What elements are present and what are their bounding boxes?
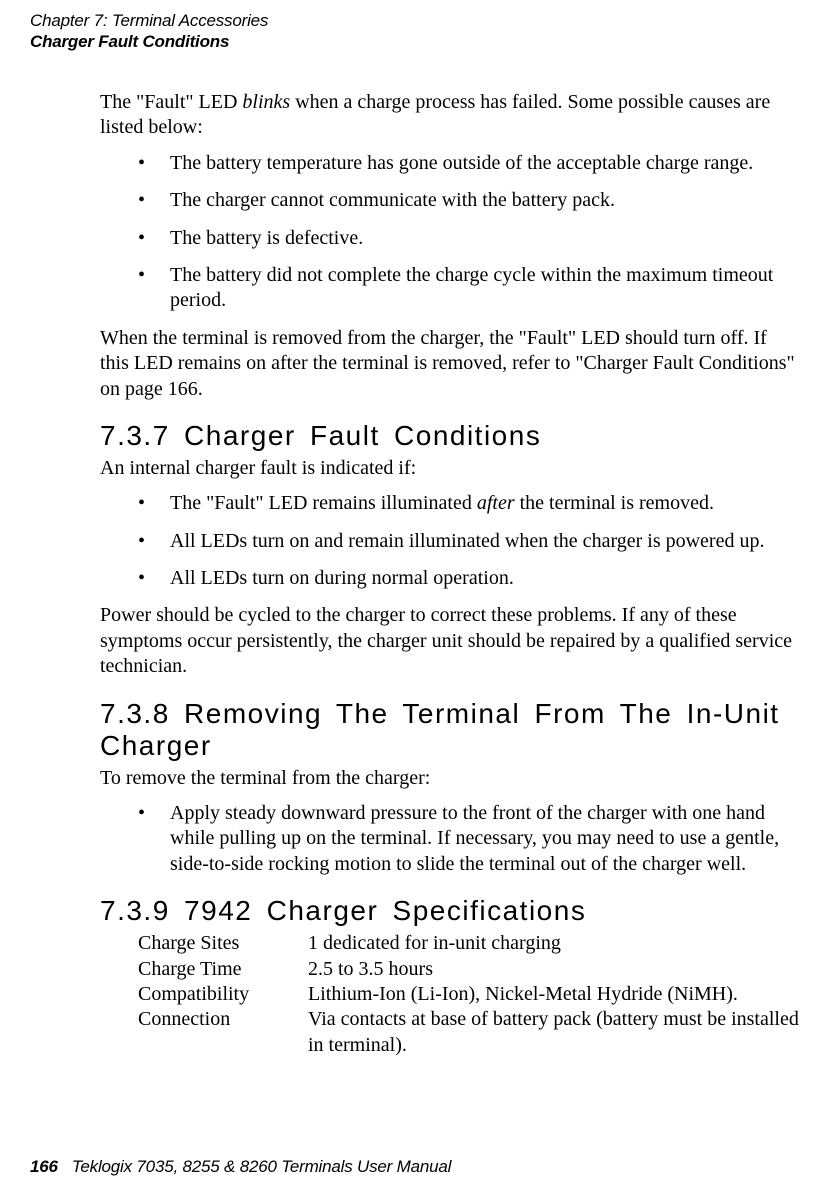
s737-bullets: The "Fault" LED remains illuminated afte… — [100, 491, 799, 591]
spec-value: Via contacts at base of battery pack (ba… — [308, 1007, 799, 1058]
spec-value: Lithium-Ion (Li-Ion), Nickel-Metal Hydri… — [308, 982, 799, 1007]
running-header: Chapter 7: Terminal Accessories Charger … — [30, 10, 268, 53]
header-chapter: Chapter 7: Terminal Accessories — [30, 10, 268, 31]
spec-table: Charge Sites 1 dedicated for in-unit cha… — [100, 931, 799, 1058]
s737-bullet-3: All LEDs turn on during normal operation… — [100, 566, 799, 591]
heading-738: 7.3.8 Removing The Terminal From The In-… — [100, 698, 799, 762]
intro-bullet-2: The charger cannot communicate with the … — [100, 188, 799, 213]
content: The "Fault" LED blinks when a charge pro… — [100, 90, 799, 1058]
intro-bullets: The battery temperature has gone outside… — [100, 151, 799, 314]
s737-b1-a: The "Fault" LED remains illuminated — [170, 492, 477, 514]
s738-bullets: Apply steady downward pressure to the fr… — [100, 801, 799, 877]
footer: 166 Teklogix 7035, 8255 & 8260 Terminals … — [30, 1157, 451, 1177]
spec-row: Compatibility Lithium-Ion (Li-Ion), Nick… — [138, 982, 799, 1007]
intro-bullet-4: The battery did not complete the charge … — [100, 263, 799, 314]
spec-label: Charge Time — [138, 957, 308, 982]
intro-bullet-3: The battery is defective. — [100, 226, 799, 251]
spec-value: 2.5 to 3.5 hours — [308, 957, 799, 982]
footer-text: Teklogix 7035, 8255 & 8260 Terminals Use… — [72, 1157, 451, 1176]
s737-bullet-2: All LEDs turn on and remain illuminated … — [100, 529, 799, 554]
s738-p1: To remove the terminal from the charger: — [100, 766, 799, 791]
header-section: Charger Fault Conditions — [30, 31, 268, 52]
s737-p1: An internal charger fault is indicated i… — [100, 456, 799, 481]
spec-row: Charge Time 2.5 to 3.5 hours — [138, 957, 799, 982]
s737-p2: Power should be cycled to the charger to… — [100, 603, 799, 679]
spec-label: Connection — [138, 1007, 308, 1058]
s737-bullet-1: The "Fault" LED remains illuminated afte… — [100, 491, 799, 516]
spec-label: Compatibility — [138, 982, 308, 1007]
s737-b1-c: the terminal is removed. — [515, 492, 714, 514]
heading-739: 7.3.9 7942 Charger Specifications — [100, 895, 799, 927]
spec-value: 1 dedicated for in-unit charging — [308, 931, 799, 956]
spec-label: Charge Sites — [138, 931, 308, 956]
page-number: 166 — [30, 1157, 58, 1176]
s737-b1-b: after — [477, 492, 515, 514]
heading-737: 7.3.7 Charger Fault Conditions — [100, 420, 799, 452]
s738-bullet-1: Apply steady downward pressure to the fr… — [100, 801, 799, 877]
spec-row: Connection Via contacts at base of batte… — [138, 1007, 799, 1058]
page: Chapter 7: Terminal Accessories Charger … — [0, 0, 829, 1197]
intro-paragraph-2: When the terminal is removed from the ch… — [100, 326, 799, 402]
intro-p1-blinks: blinks — [242, 91, 290, 113]
intro-paragraph-1: The "Fault" LED blinks when a charge pro… — [100, 90, 799, 141]
intro-p1-a: The "Fault" LED — [100, 91, 242, 113]
intro-bullet-1: The battery temperature has gone outside… — [100, 151, 799, 176]
spec-row: Charge Sites 1 dedicated for in-unit cha… — [138, 931, 799, 956]
